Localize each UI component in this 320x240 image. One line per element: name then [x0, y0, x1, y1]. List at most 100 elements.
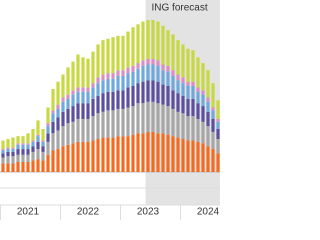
bar-segment [131, 71, 135, 86]
bar-segment [81, 91, 85, 104]
bar-segment [46, 126, 50, 134]
bar-segment [116, 75, 120, 91]
bar-segment [71, 94, 75, 107]
bar-segment [131, 27, 135, 66]
bar-segment [161, 64, 165, 71]
bar-segment [76, 103, 80, 119]
bar-segment [61, 97, 65, 102]
bar-segment [161, 70, 165, 85]
bar-segment [51, 110, 55, 114]
bar-segment [116, 70, 120, 76]
bar-segment [16, 136, 20, 144]
bar-segment [211, 118, 215, 132]
bar-segment [141, 81, 145, 104]
bar-segment [21, 149, 25, 155]
bar-segment [216, 118, 220, 122]
bar-segment [36, 141, 40, 150]
bar-segment [36, 136, 40, 142]
bar-segment [41, 146, 45, 152]
bar-segment [51, 88, 55, 111]
bar-segment [21, 154, 25, 162]
bar-segment [146, 101, 150, 132]
bar-segment [31, 129, 35, 141]
bar-segment [26, 149, 30, 155]
bar-segment [11, 147, 15, 150]
bar-segment [6, 149, 10, 152]
bar-segment [26, 154, 30, 162]
bar-segment [121, 35, 125, 71]
bar-segment [171, 70, 175, 76]
bar-segment [191, 50, 195, 82]
bar-segment [91, 87, 95, 99]
bar-segment [66, 108, 70, 124]
bar-segment [111, 110, 115, 138]
bar-segment [196, 57, 200, 88]
bar-segment [216, 100, 220, 119]
bar-segment [11, 156, 15, 164]
bar-segment [206, 101, 210, 112]
bar-segment [166, 134, 170, 172]
bar-segment [41, 141, 45, 147]
bar-segment [196, 87, 200, 92]
bar-segment [171, 136, 175, 172]
bar-segment [216, 121, 220, 129]
x-tick-label: 2022 [77, 207, 100, 218]
bar-segment [116, 90, 120, 109]
bar-segment [81, 103, 85, 119]
bar-segment [111, 37, 115, 74]
bar-segment [176, 111, 180, 138]
bar-segment [6, 151, 10, 157]
bar-segment [36, 120, 40, 135]
bar-segment [21, 143, 25, 145]
bar-segment [151, 64, 155, 81]
bar-segment [31, 160, 35, 172]
bar-segment [41, 160, 45, 172]
bar-segment [56, 130, 60, 150]
bar-segment [166, 65, 170, 72]
bar-segment [161, 84, 165, 105]
bar-segment [211, 149, 215, 172]
bar-segment [6, 139, 10, 148]
bar-segment [166, 106, 170, 135]
bar-segment [126, 31, 130, 68]
bar-segment [156, 133, 160, 172]
bar-segment [186, 116, 190, 141]
bar-segment [16, 154, 20, 162]
bar-segment [86, 87, 90, 92]
bar-segment [136, 133, 140, 172]
bar-segment [1, 150, 5, 154]
bar-segment [131, 86, 135, 107]
bar-segment [126, 136, 130, 172]
bar-segment [156, 81, 160, 104]
bar-segment [66, 144, 70, 172]
bar-segment [181, 77, 185, 84]
bar-segment [16, 161, 20, 172]
bar-segment [101, 111, 105, 138]
bar-segment [126, 107, 130, 137]
bar-segment [96, 44, 100, 78]
bar-segment [191, 140, 195, 172]
bar-segment [211, 107, 215, 111]
bar-segment [196, 141, 200, 172]
bar-segment [46, 107, 50, 124]
bar-segment [166, 30, 170, 66]
bar-segment [101, 80, 105, 94]
bar-segment [146, 80, 150, 102]
bar-segment [121, 90, 125, 109]
x-tick-label: 2024 [197, 207, 220, 218]
bar-segment [51, 121, 55, 134]
bar-segment [131, 65, 135, 72]
bar-segment [151, 20, 155, 59]
bar-segment [86, 141, 90, 172]
bar-segment [96, 77, 100, 84]
bar-segment [26, 143, 30, 145]
bar-segment [56, 117, 60, 131]
bar-segment [196, 91, 200, 104]
bar-segment [31, 151, 35, 161]
bar-segment [196, 103, 200, 119]
bar-segment [106, 137, 110, 172]
bar-segment [61, 146, 65, 172]
bar-segment [216, 129, 220, 140]
bar-segment [91, 51, 95, 84]
bar-segment [81, 141, 85, 172]
